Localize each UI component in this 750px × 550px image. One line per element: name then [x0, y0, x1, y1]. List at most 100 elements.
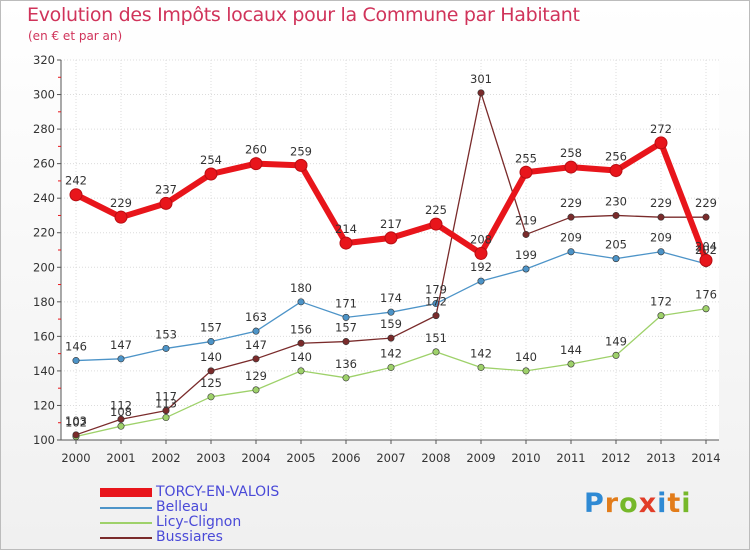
data-point: [117, 415, 125, 423]
data-label: 179: [425, 283, 447, 297]
data-label: 217: [380, 217, 402, 231]
data-label: 172: [425, 295, 447, 309]
data-label: 301: [470, 72, 492, 86]
data-label: 103: [65, 414, 87, 428]
logo-letter: i: [657, 488, 668, 519]
logo-letter: x: [638, 488, 658, 519]
x-tick-label: 2010: [511, 451, 540, 465]
data-point: [699, 253, 713, 267]
data-label: 208: [470, 232, 492, 246]
data-point: [117, 422, 125, 430]
x-tick-label: 2011: [556, 451, 585, 465]
legend-label-licy: Licy-Clignon: [156, 514, 242, 530]
data-point: [342, 313, 350, 321]
x-tick-label: 2004: [241, 451, 270, 465]
data-label: 142: [380, 346, 402, 360]
data-label: 147: [110, 338, 132, 352]
data-label: 157: [200, 321, 222, 335]
data-point: [162, 407, 170, 415]
y-tick-label: 200: [33, 260, 55, 274]
y-tick-label: 140: [33, 364, 55, 378]
data-point: [612, 255, 620, 263]
chart-subtitle: (en € et par an): [28, 29, 123, 43]
data-point: [432, 348, 440, 356]
data-label: 129: [245, 369, 267, 383]
data-label: 151: [425, 331, 447, 345]
data-point: [429, 217, 443, 231]
data-label: 117: [155, 390, 177, 404]
y-tick-label: 260: [33, 157, 55, 171]
data-point: [159, 196, 173, 210]
data-label: 258: [560, 146, 582, 160]
data-point: [432, 312, 440, 320]
data-label: 229: [110, 196, 132, 210]
data-point: [297, 298, 305, 306]
data-label: 272: [650, 122, 672, 136]
data-point: [207, 338, 215, 346]
data-label: 209: [650, 231, 672, 245]
proxiti-logo: Proxiti: [584, 488, 692, 519]
data-label: 225: [425, 203, 447, 217]
data-point: [702, 305, 710, 313]
data-label: 153: [155, 327, 177, 341]
data-point: [297, 367, 305, 375]
data-point: [522, 265, 530, 273]
data-point: [657, 312, 665, 320]
y-tick-label: 180: [33, 295, 55, 309]
plot-area: [61, 60, 719, 440]
data-point: [609, 164, 623, 178]
data-label: 140: [200, 350, 222, 364]
data-label: 163: [245, 310, 267, 324]
data-point: [522, 367, 530, 375]
legend-swatch-belleau: [100, 507, 152, 509]
x-tick-label: 2005: [286, 451, 315, 465]
data-label: 214: [335, 222, 357, 236]
data-point: [162, 414, 170, 422]
data-point: [252, 386, 260, 394]
data-point: [387, 363, 395, 371]
data-point: [567, 213, 575, 221]
data-label: 204: [695, 239, 717, 253]
data-label: 144: [560, 343, 582, 357]
legend-label-belleau: Belleau: [156, 499, 209, 515]
data-label: 229: [695, 196, 717, 210]
data-point: [702, 213, 710, 221]
data-point: [204, 167, 218, 181]
data-label: 230: [605, 194, 627, 208]
y-tick-label: 100: [33, 433, 55, 447]
y-tick-label: 240: [33, 191, 55, 205]
x-tick-label: 2006: [331, 451, 360, 465]
data-point: [297, 339, 305, 347]
y-tick-label: 220: [33, 226, 55, 240]
data-label: 112: [110, 398, 132, 412]
data-point: [117, 355, 125, 363]
data-point: [207, 393, 215, 401]
data-label: 259: [290, 144, 312, 158]
data-point: [384, 231, 398, 245]
logo-letter: r: [604, 488, 620, 519]
data-point: [477, 277, 485, 285]
y-tick-label: 320: [33, 53, 55, 67]
data-point: [162, 344, 170, 352]
logo-letter: i: [681, 488, 692, 519]
data-label: 146: [65, 340, 87, 354]
x-tick-label: 2000: [61, 451, 90, 465]
data-point: [477, 89, 485, 97]
data-label: 156: [290, 322, 312, 336]
x-tick-label: 2009: [466, 451, 495, 465]
data-label: 136: [335, 357, 357, 371]
x-tick-label: 2013: [646, 451, 675, 465]
x-tick-label: 2008: [421, 451, 450, 465]
data-point: [342, 338, 350, 346]
logo-letter: P: [584, 488, 605, 519]
data-label: 147: [245, 338, 267, 352]
data-label: 237: [155, 182, 177, 196]
data-point: [69, 188, 83, 202]
x-tick-label: 2012: [601, 451, 630, 465]
data-point: [522, 230, 530, 238]
data-label: 171: [335, 296, 357, 310]
data-point: [519, 165, 533, 179]
data-label: 180: [290, 281, 312, 295]
legend-swatch-licy: [100, 522, 152, 524]
data-point: [612, 211, 620, 219]
